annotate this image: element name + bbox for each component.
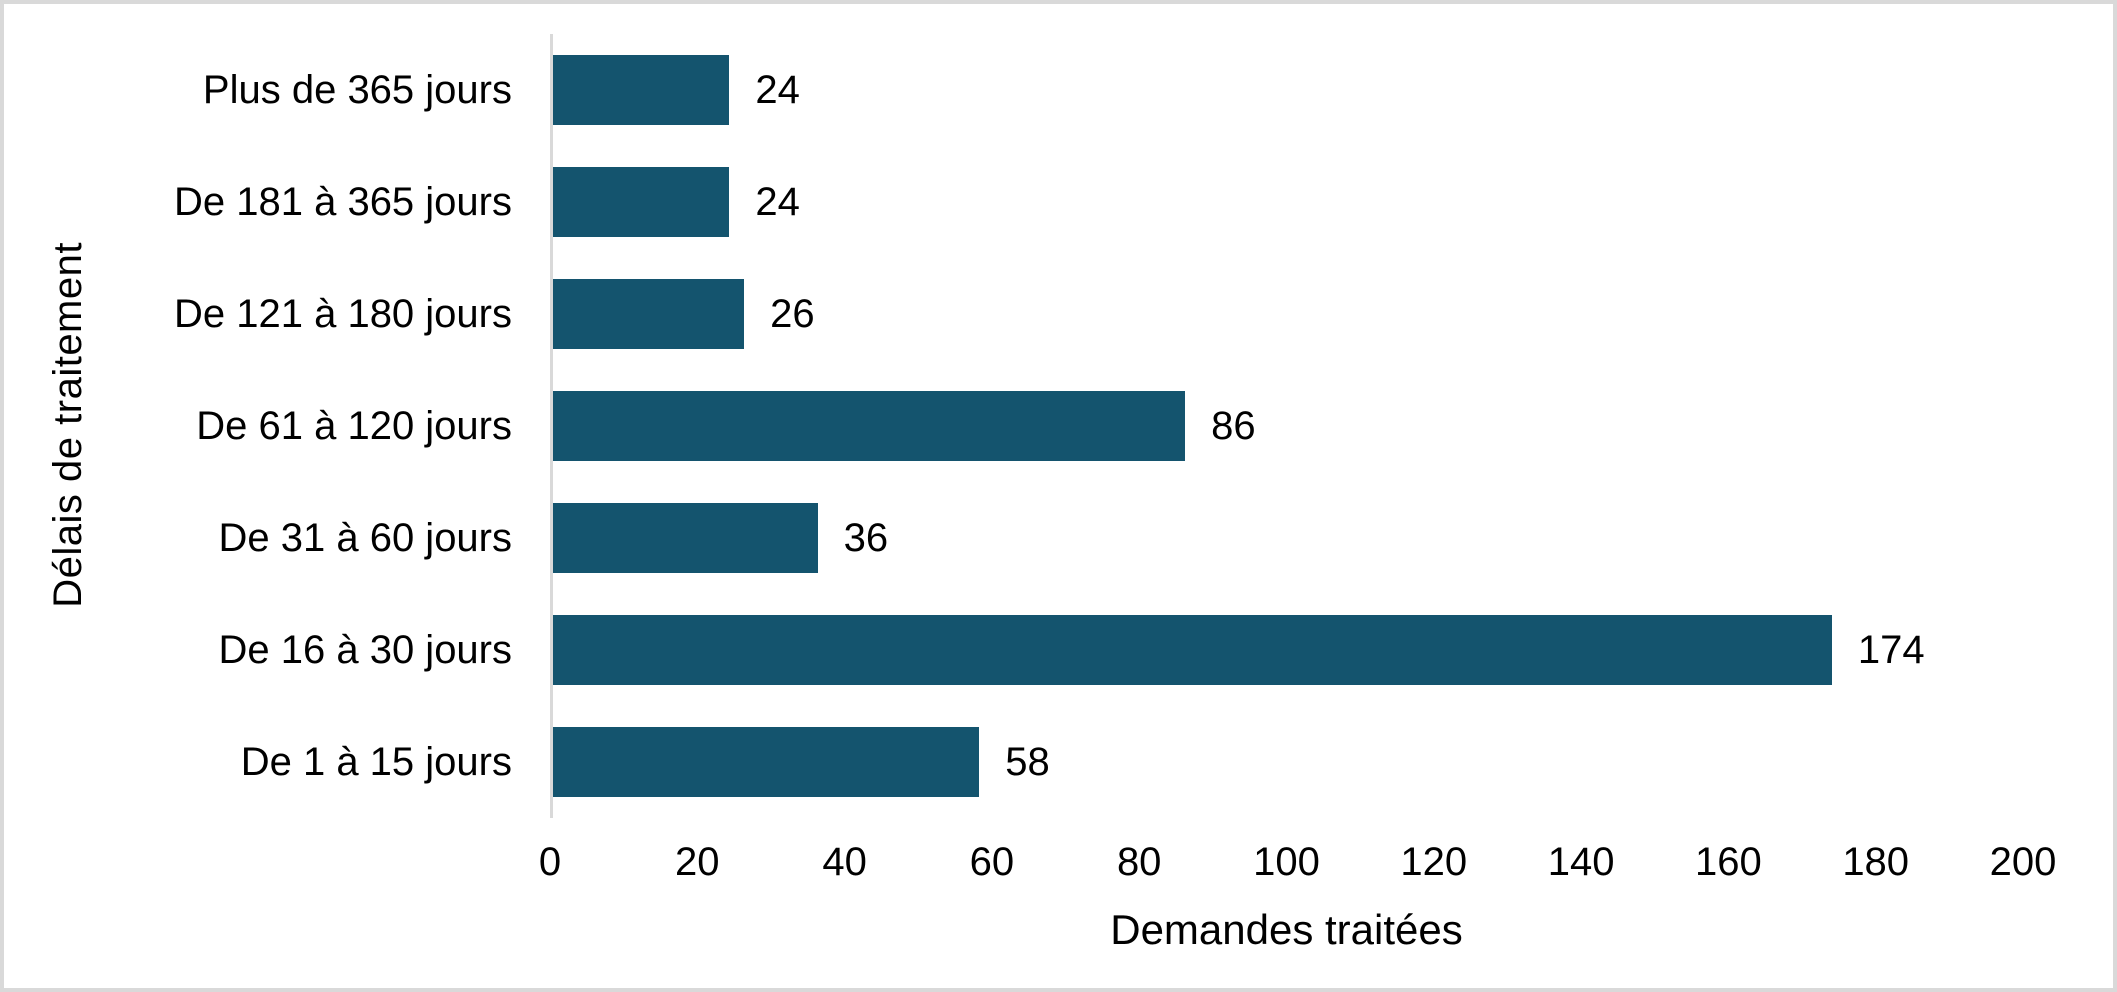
bar-row: De 181 à 365 jours 24 — [110, 146, 2023, 258]
x-tick-label: 80 — [1116, 840, 1162, 884]
x-tick-label: 180 — [1842, 840, 1910, 884]
y-axis-title-cell: Délais de traitement — [26, 34, 110, 966]
x-axis-ticks: 0 20 40 60 80 100 120 140 160 180 200 — [539, 818, 2057, 894]
category-label: De 1 à 15 jours — [240, 739, 512, 784]
bar-track: 24 — [550, 146, 2023, 258]
value-label: 26 — [770, 291, 815, 336]
x-tick-label: 100 — [1253, 840, 1320, 884]
category-label: De 31 à 60 jours — [218, 515, 512, 560]
x-axis: 0 20 40 60 80 100 120 140 160 180 200 — [110, 818, 2057, 894]
x-axis-spacer — [110, 818, 550, 894]
y-axis-title: Délais de traitement — [45, 242, 90, 608]
value-label: 58 — [1005, 739, 1050, 784]
bar — [553, 502, 818, 574]
category-label: De 16 à 30 jours — [218, 627, 512, 672]
bar-row: De 121 à 180 jours 26 — [110, 258, 2023, 370]
x-tick-label: 40 — [822, 840, 867, 884]
value-label: 86 — [1211, 403, 1256, 448]
x-tick-label: 0 — [538, 840, 562, 884]
category-label: De 61 à 120 jours — [196, 403, 512, 448]
plot-area: Plus de 365 jours 24 De 181 à 365 jours 24 D… — [110, 34, 2023, 818]
category-label: De 121 à 180 jours — [173, 291, 512, 336]
bar-track: 86 — [550, 370, 2023, 482]
chart-grid: Délais de traitement Plus de 365 jours 24… — [26, 34, 2057, 966]
bar-track: 58 — [550, 706, 2023, 818]
value-label: 36 — [843, 515, 889, 560]
value-label: 174 — [1857, 627, 1925, 672]
bar — [553, 278, 745, 350]
bar-track: 174 — [550, 594, 2023, 706]
bar-row: De 1 à 15 jours 58 — [110, 706, 2023, 818]
x-axis-title: Demandes traitées — [1110, 906, 1463, 953]
bar — [553, 166, 730, 238]
value-label: 24 — [755, 179, 800, 224]
x-tick-label: 120 — [1400, 840, 1468, 884]
bar-row: De 61 à 120 jours 86 — [110, 370, 2023, 482]
x-tick-label: 60 — [969, 840, 1015, 884]
category-label: De 181 à 365 jours — [173, 179, 512, 224]
bar — [553, 614, 1832, 686]
x-tick-label: 200 — [1989, 840, 2057, 884]
value-label: 24 — [755, 67, 800, 112]
bar-row: Plus de 365 jours 24 — [110, 34, 2023, 146]
bar — [553, 54, 730, 126]
bar — [553, 390, 1186, 462]
x-axis-title-row: Demandes traitées — [110, 894, 2023, 966]
x-axis-title-spacer — [110, 894, 550, 966]
category-label: Plus de 365 jours — [202, 67, 512, 112]
bar — [553, 726, 980, 798]
x-tick-label: 20 — [675, 840, 720, 884]
chart-main: Plus de 365 jours 24 De 181 à 365 jours 24 D… — [110, 34, 2057, 966]
x-tick-label: 160 — [1695, 840, 1762, 884]
bar-track: 26 — [550, 258, 2023, 370]
bar-track: 36 — [550, 482, 2023, 594]
bar-row: De 31 à 60 jours 36 — [110, 482, 2023, 594]
x-tick-label: 140 — [1547, 840, 1615, 884]
bar-row: De 16 à 30 jours 174 — [110, 594, 2023, 706]
bar-track: 24 — [550, 34, 2023, 146]
